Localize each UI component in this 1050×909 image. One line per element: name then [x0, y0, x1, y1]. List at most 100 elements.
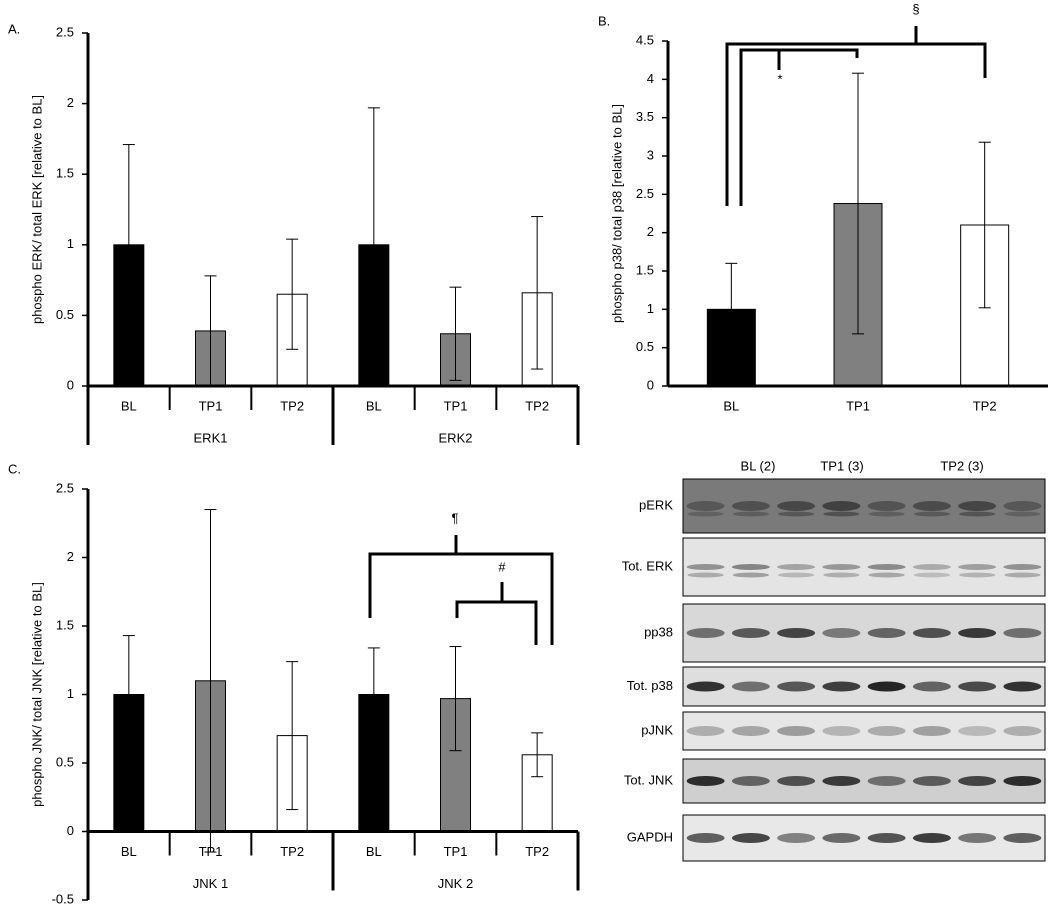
blot-band: [913, 511, 950, 517]
blot-band: [686, 681, 725, 692]
x-tick-label: TP2: [280, 844, 304, 859]
blot-band: [687, 572, 724, 578]
blot-band: [867, 564, 906, 570]
row-label: pp38: [644, 624, 673, 639]
annotation: #: [498, 559, 506, 574]
blot-band: [777, 564, 816, 570]
x-tick-label: TP2: [525, 844, 549, 859]
lane-label: BL (2): [741, 458, 776, 473]
blot-band: [867, 776, 906, 786]
blot-band: [732, 572, 769, 578]
blot-band: [868, 572, 905, 578]
blot-band: [1003, 564, 1042, 570]
lane-label: TP2 (3): [940, 458, 983, 473]
error-bar: [531, 216, 544, 370]
y-tick-label: 1: [647, 301, 654, 316]
blot-band: [686, 726, 725, 736]
y-tick-label: 4: [647, 71, 654, 86]
blot-band: [777, 833, 816, 843]
row-label: Tot. JNK: [624, 772, 673, 787]
group-label: JNK 1: [193, 876, 228, 891]
y-tick-label: 3.5: [636, 109, 654, 124]
blot-band: [959, 511, 996, 517]
y-tick-label: 0: [647, 377, 654, 392]
y-tick-label: 4.5: [636, 32, 654, 47]
group-label: ERK2: [439, 430, 473, 445]
blot-band: [1003, 628, 1042, 638]
blot-band: [778, 572, 815, 578]
x-tick-label: TP1: [444, 398, 468, 413]
blot-band: [731, 681, 770, 692]
blot-band: [687, 511, 724, 517]
blot-band: [958, 833, 997, 843]
error-bar: [449, 286, 462, 381]
blot-band: [822, 564, 861, 570]
x-tick-label: TP1: [199, 398, 223, 413]
blot-band: [1003, 681, 1042, 692]
blot-band: [777, 681, 816, 692]
blot-band: [731, 776, 770, 786]
row-label: pERK: [639, 497, 673, 512]
blot-band: [958, 681, 997, 692]
blot-band: [777, 726, 816, 736]
blot-band: [867, 833, 906, 843]
blot-band: [958, 628, 997, 638]
group-label: JNK 2: [438, 876, 473, 891]
blot-band: [778, 511, 815, 517]
blot-band: [958, 564, 997, 570]
bracket: [739, 48, 859, 206]
x-tick-label: BL: [723, 398, 739, 413]
y-tick-label: -0.5: [52, 891, 74, 906]
blot-band: [958, 776, 997, 786]
bracket: [455, 600, 538, 645]
blot-band: [686, 564, 725, 570]
blot-band: [912, 564, 951, 570]
blot-band: [912, 501, 951, 511]
blot-band: [731, 564, 770, 570]
x-tick-label: TP2: [280, 398, 304, 413]
blot-band: [822, 833, 861, 843]
blot-band: [1004, 511, 1041, 517]
blot-band: [912, 681, 951, 692]
y-tick-label: 2: [67, 95, 74, 110]
blot-band: [867, 501, 906, 511]
lane-label: TP1 (3): [820, 458, 863, 473]
x-tick-label: TP1: [846, 398, 870, 413]
blot-band: [959, 572, 996, 578]
error-bar: [286, 238, 299, 350]
x-tick-label: TP1: [199, 844, 223, 859]
blot-band: [958, 726, 997, 736]
bracket: [725, 42, 987, 206]
error-bar: [531, 732, 544, 778]
error-bar: [367, 107, 380, 383]
x-tick-label: TP2: [973, 398, 997, 413]
y-tick-label: 1: [67, 686, 74, 701]
y-tick-label: 1: [67, 236, 74, 251]
y-tick-label: 1.5: [56, 617, 74, 632]
blot-band: [958, 501, 997, 511]
y-tick-label: 3: [647, 147, 654, 162]
brackets: [368, 26, 987, 645]
blot-band: [686, 501, 725, 511]
blot-band: [1003, 501, 1042, 511]
row-label: GAPDH: [627, 829, 673, 844]
y-tick-label: 0.5: [56, 307, 74, 322]
blot-band: [731, 726, 770, 736]
error-bar: [286, 661, 299, 811]
blot-band: [823, 572, 860, 578]
panel-label: A.: [8, 21, 20, 36]
blot-strip: [682, 537, 1046, 597]
x-tick-label: BL: [366, 844, 382, 859]
blot-band: [822, 501, 861, 511]
blot-band: [822, 681, 861, 692]
blot-band: [822, 776, 861, 786]
group-label: ERK1: [194, 430, 228, 445]
annotation: *: [777, 71, 782, 86]
error-bar: [367, 647, 380, 742]
y-tick-label: 2: [67, 549, 74, 564]
y-tick-label: 2.5: [56, 480, 74, 495]
x-tick-label: BL: [121, 398, 137, 413]
y-tick-label: 2: [647, 224, 654, 239]
panel-label: B.: [598, 13, 610, 28]
